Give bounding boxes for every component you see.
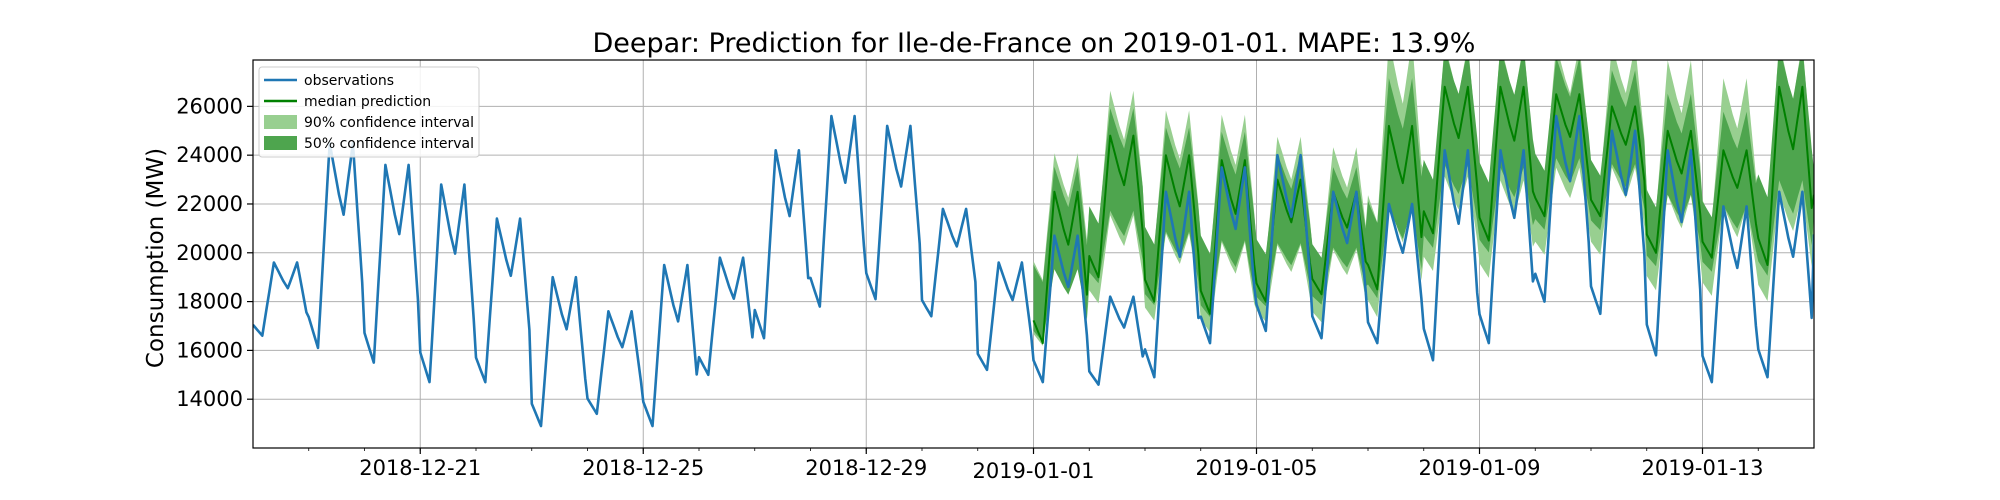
legend-label: 50% confidence interval bbox=[304, 136, 474, 152]
y-tick-label: 16000 bbox=[176, 338, 243, 362]
legend: observations median prediction 90% confide… bbox=[258, 66, 480, 158]
y-tick-label: 20000 bbox=[176, 241, 243, 265]
tick-group: 2018-12-21 2018-12-25 2018-12-29 2019-01-01… bbox=[176, 94, 1763, 483]
legend-label: 90% confidence interval bbox=[304, 115, 474, 131]
y-tick-label: 22000 bbox=[176, 192, 243, 216]
x-tick-label: 2018-12-25 bbox=[582, 456, 704, 480]
legend-label: median prediction bbox=[304, 94, 431, 110]
x-tick-label: 2018-12-21 bbox=[359, 456, 481, 480]
y-axis-label: Consumption (MW) bbox=[143, 148, 169, 368]
y-tick-label: 14000 bbox=[176, 387, 243, 411]
chart-title: Deepar: Prediction for Ile-de-France on … bbox=[593, 28, 1476, 59]
legend-swatch-patch bbox=[264, 115, 297, 129]
observations-line bbox=[253, 114, 1814, 428]
y-tick-label: 26000 bbox=[176, 94, 243, 118]
legend-box bbox=[258, 66, 480, 158]
x-tick-label: 2019-01-01 bbox=[972, 459, 1094, 483]
x-tick-label: 2019-01-13 bbox=[1641, 456, 1763, 480]
x-tick-label: 2019-01-05 bbox=[1195, 456, 1317, 480]
x-tick-label: 2019-01-09 bbox=[1418, 456, 1540, 480]
x-tick-label: 2018-12-29 bbox=[805, 456, 927, 480]
legend-label: observations bbox=[304, 73, 394, 89]
median-prediction-line bbox=[1032, 85, 1814, 345]
y-tick-label: 18000 bbox=[176, 290, 243, 314]
ci-50-band bbox=[1033, 60, 1814, 342]
plot-area: 2018-12-21 2018-12-25 2018-12-29 2019-01-01… bbox=[176, 59, 1815, 483]
y-tick-label: 24000 bbox=[176, 143, 243, 167]
data-layer bbox=[253, 60, 1814, 428]
legend-swatch-patch bbox=[264, 136, 297, 150]
